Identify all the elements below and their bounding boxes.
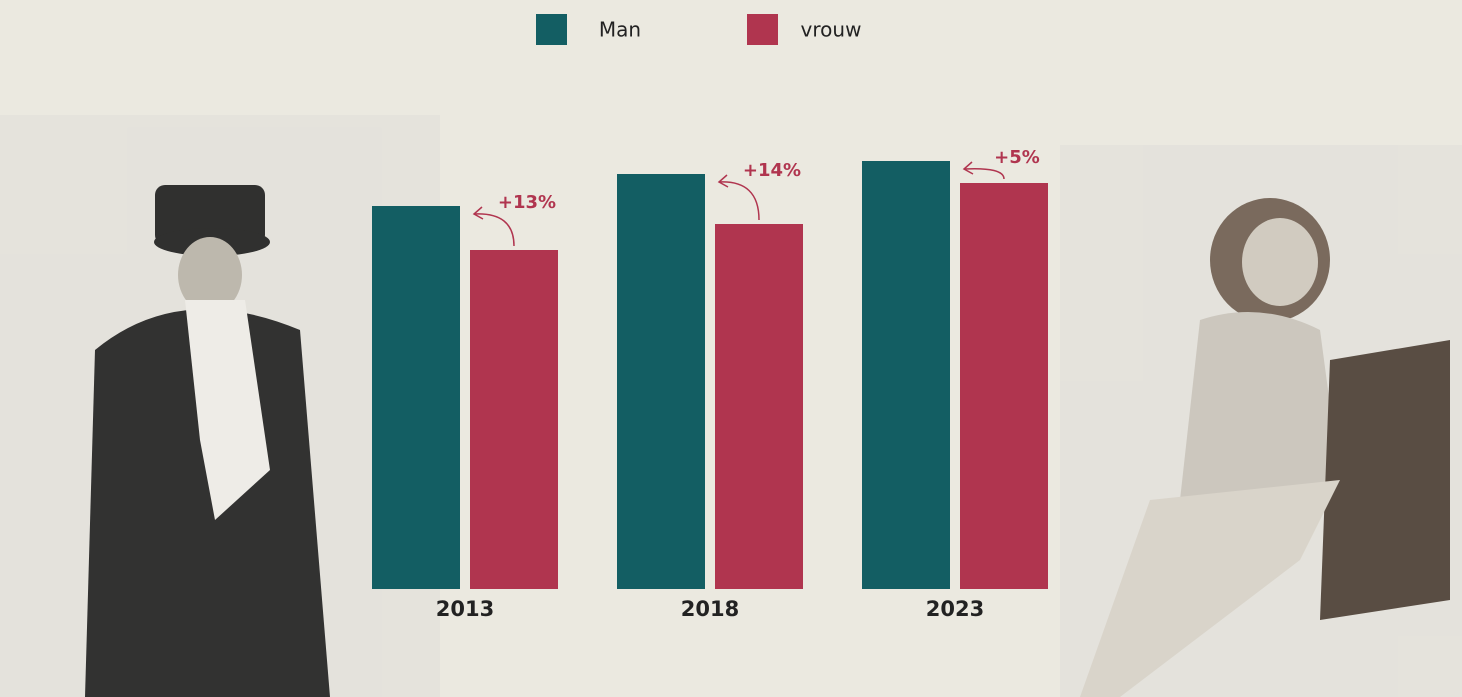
chair <box>1320 340 1450 620</box>
annotation: +14% <box>743 160 801 181</box>
page: Manvrouw2013+13%2018+14%2023+5% (() => {… <box>0 0 1462 697</box>
legend-swatch <box>536 14 567 45</box>
face <box>1242 218 1318 306</box>
bar <box>715 224 803 589</box>
x-tick-label: 2023 <box>926 597 984 621</box>
annotation: +5% <box>994 147 1040 168</box>
bar <box>617 174 705 589</box>
legend-label: Man <box>599 18 641 42</box>
x-tick-label: 2013 <box>436 597 494 621</box>
x-tick-label: 2018 <box>681 597 739 621</box>
chart: Man vrouw 2013 +13% 2018 +14% 2023 +5% <box>0 0 1462 697</box>
bar <box>470 250 558 589</box>
annotation: +13% <box>498 192 556 213</box>
bar <box>960 183 1048 589</box>
bar <box>862 161 950 589</box>
photo-woman <box>1060 145 1462 697</box>
legend-label: vrouw <box>801 18 862 42</box>
bar <box>372 206 460 589</box>
legend-swatch <box>747 14 778 45</box>
dress <box>1180 312 1340 500</box>
